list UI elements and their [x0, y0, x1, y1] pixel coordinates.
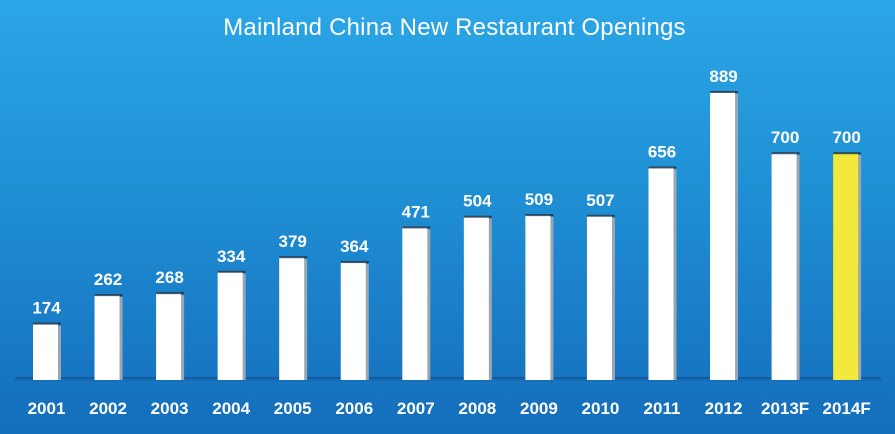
- value-label-2001: 174: [32, 299, 61, 318]
- x-tick-label-2002: 2002: [89, 399, 127, 418]
- bar-2002: [94, 295, 120, 380]
- x-tick-label-2014f: 2014F: [823, 399, 871, 418]
- value-label-2004: 334: [217, 247, 246, 266]
- value-label-2006: 364: [340, 237, 369, 256]
- chart-title: Mainland China New Restaurant Openings: [223, 14, 686, 41]
- x-tick-label-2013f: 2013F: [761, 399, 809, 418]
- bars-layer: 174 2001 262 2002 268 2003 334 2004 379 2005 364 20…: [28, 67, 871, 418]
- value-label-2002: 262: [94, 270, 122, 289]
- bar-2012: [710, 92, 736, 380]
- bar-top-edge: [402, 226, 431, 229]
- value-label-2009: 509: [525, 190, 553, 209]
- bar-2001: [33, 323, 58, 380]
- bar-top-edge: [340, 261, 369, 264]
- bar-2013f: [771, 153, 797, 380]
- value-label-2010: 507: [586, 191, 614, 210]
- bar-top-edge: [94, 294, 123, 297]
- value-label-2013f: 700: [771, 128, 799, 147]
- bar-top-edge: [279, 256, 308, 259]
- x-tick-label-2012: 2012: [705, 399, 743, 418]
- bar-2011: [648, 167, 674, 380]
- bar-top-edge: [648, 166, 677, 169]
- bar-top-edge: [33, 322, 61, 325]
- value-label-2005: 379: [279, 232, 307, 251]
- x-tick-label-2009: 2009: [520, 399, 558, 418]
- x-tick-label-2004: 2004: [212, 399, 250, 418]
- bar-top-edge: [156, 292, 185, 295]
- x-tick-label-2007: 2007: [397, 399, 435, 418]
- bar-2010: [586, 215, 612, 380]
- bar-2008: [463, 216, 489, 380]
- value-label-2007: 471: [402, 202, 430, 221]
- value-label-2014f: 700: [832, 128, 860, 147]
- value-label-2012: 889: [709, 67, 737, 86]
- bar-top-edge: [833, 152, 862, 155]
- x-tick-label-2003: 2003: [151, 399, 189, 418]
- bar-top-edge: [771, 152, 800, 155]
- x-tick-label-2001: 2001: [28, 399, 66, 418]
- bar-2014f: [833, 153, 859, 380]
- bar-2006: [340, 262, 366, 380]
- bar-2007: [402, 227, 428, 380]
- x-tick-label-2008: 2008: [458, 399, 496, 418]
- bar-top-edge: [525, 214, 554, 217]
- bar-2003: [156, 293, 182, 380]
- x-tick-label-2006: 2006: [335, 399, 373, 418]
- bar-top-edge: [710, 91, 739, 93]
- bar-2005: [279, 257, 305, 380]
- x-tick-label-2011: 2011: [644, 399, 681, 418]
- value-label-2008: 504: [463, 192, 492, 211]
- bar-top-edge: [217, 270, 246, 273]
- x-tick-label-2010: 2010: [582, 399, 620, 418]
- value-label-2011: 656: [648, 142, 676, 161]
- bar-2004: [217, 271, 243, 380]
- bar-top-edge: [586, 214, 615, 217]
- x-tick-label-2005: 2005: [274, 399, 312, 418]
- bar-2009: [525, 215, 551, 380]
- chart-baseline: [14, 377, 882, 383]
- bar-top-edge: [463, 215, 492, 218]
- value-label-2003: 268: [155, 268, 183, 287]
